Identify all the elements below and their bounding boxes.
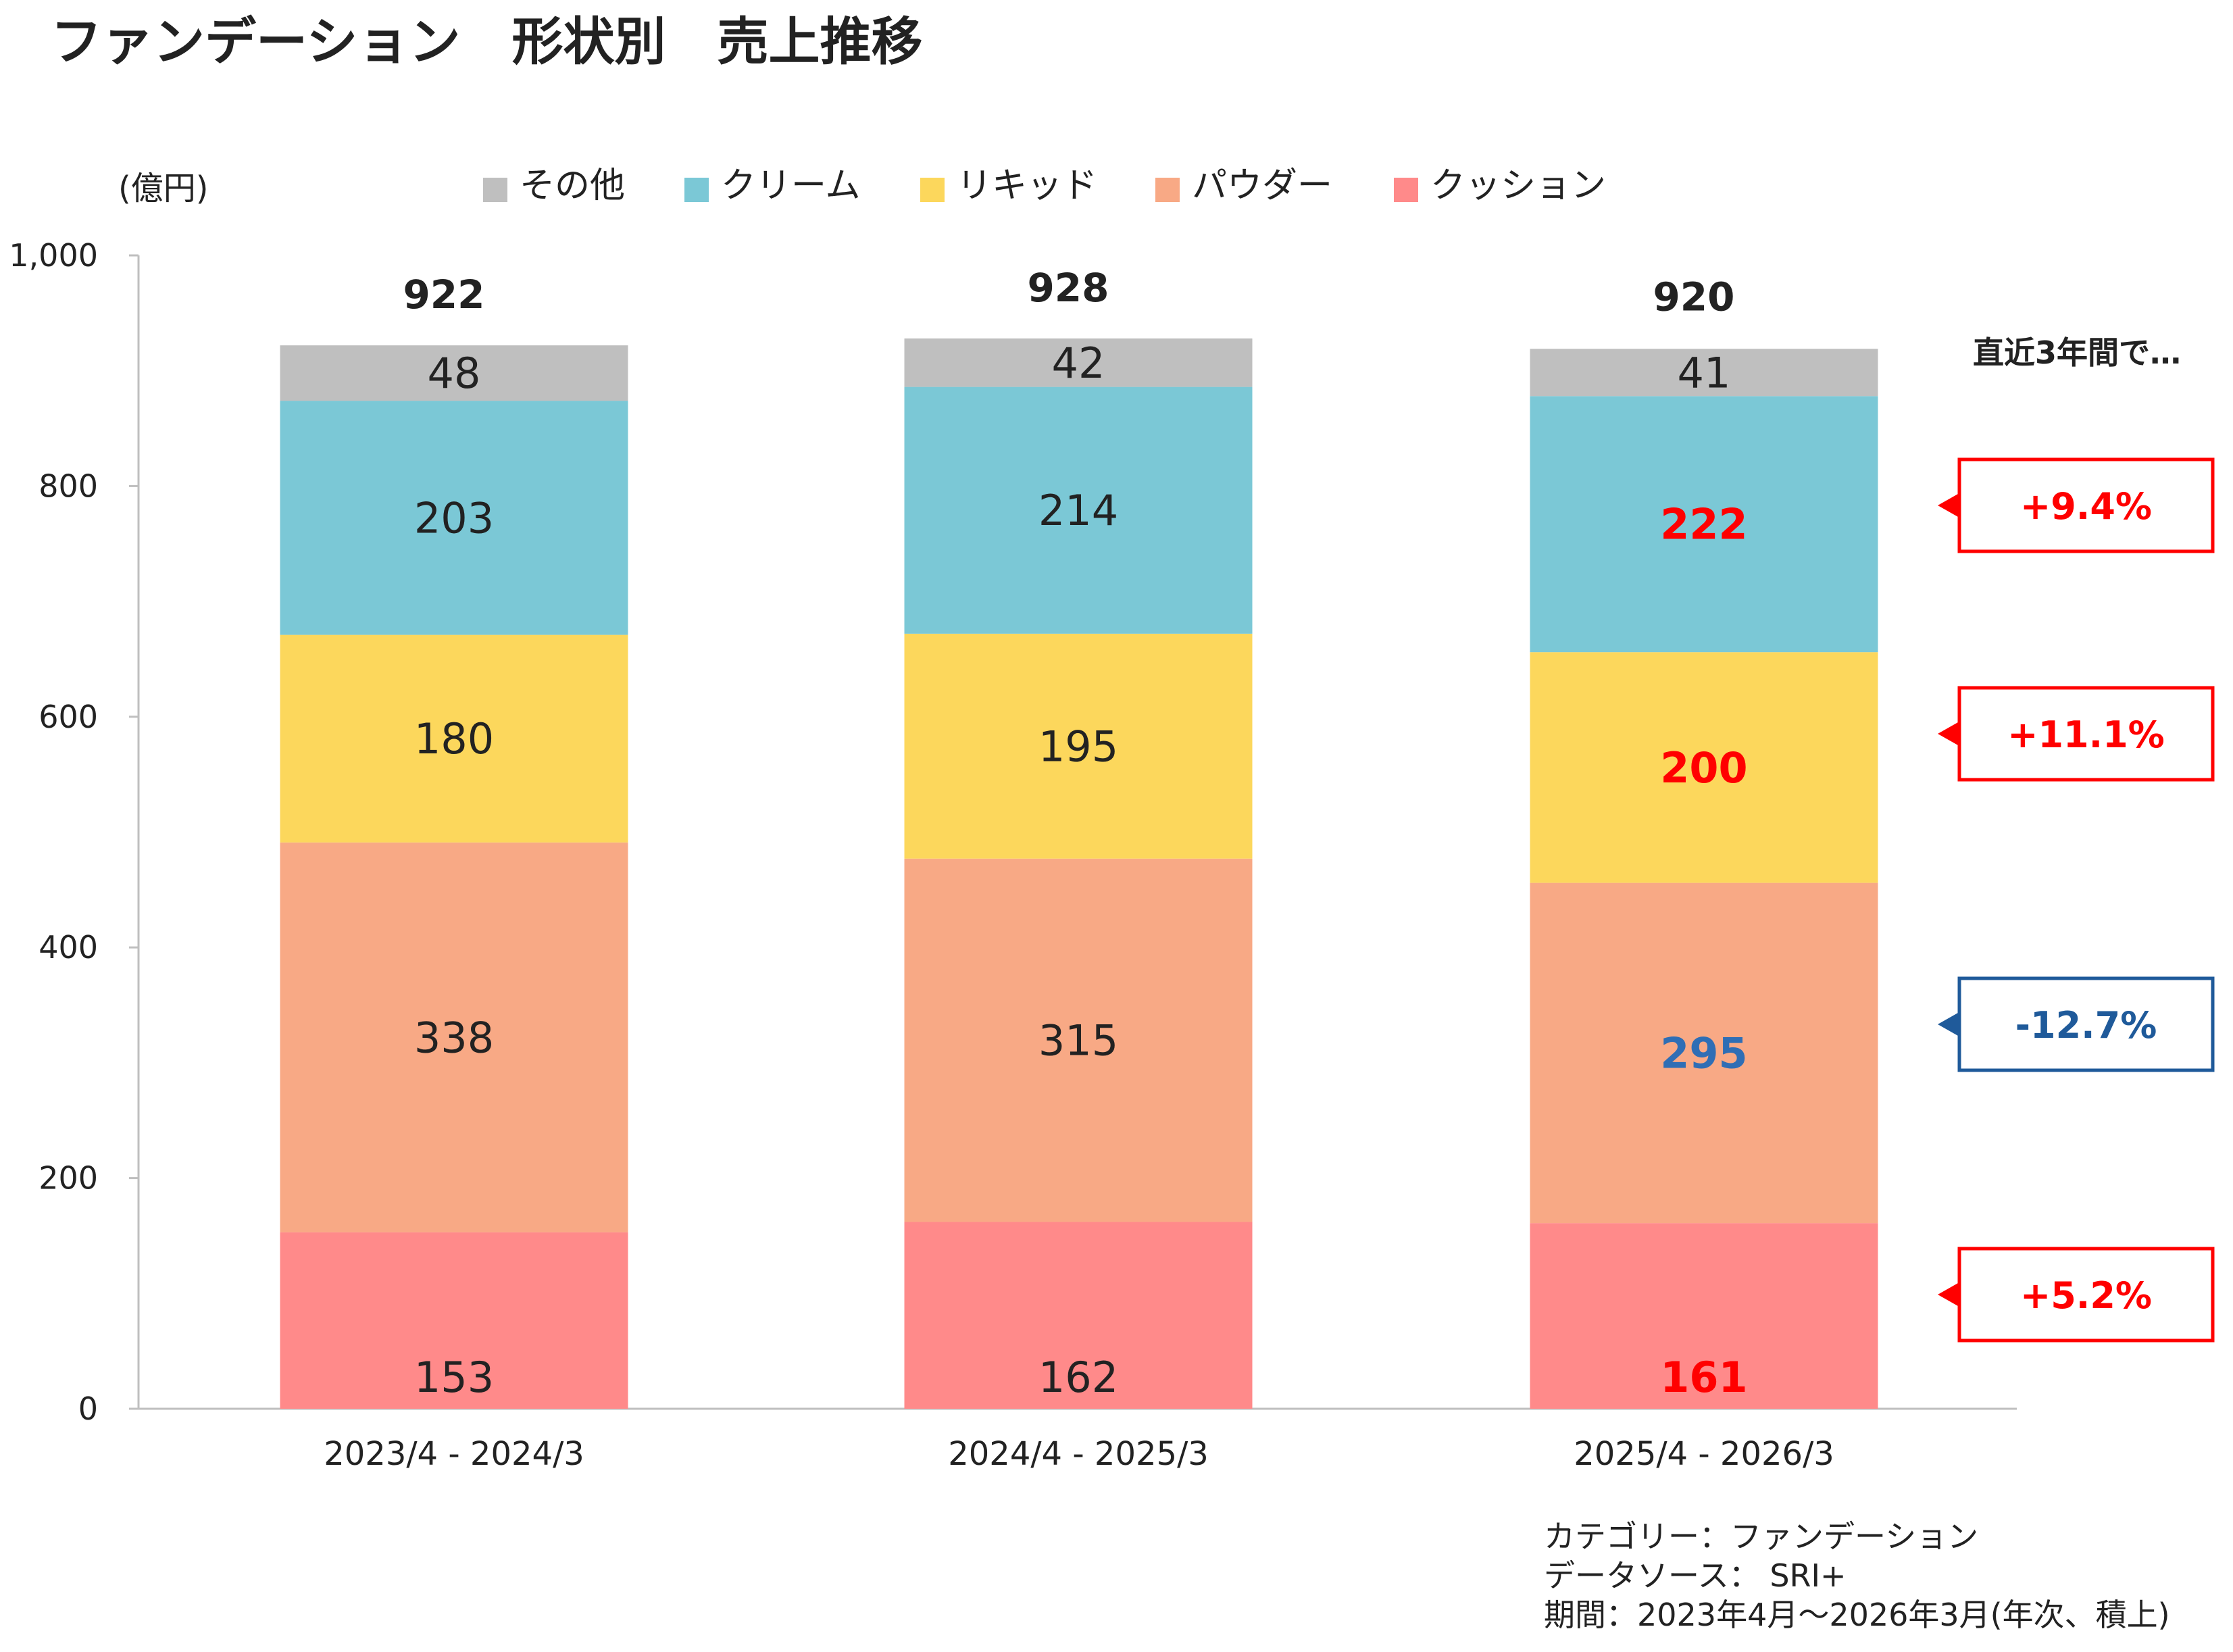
callout-pointer xyxy=(1938,1283,1958,1306)
legend-swatch xyxy=(1155,178,1180,202)
legend-label: クッション xyxy=(1430,166,1606,206)
legend-label: その他 xyxy=(520,166,625,206)
bar-segment xyxy=(1530,349,1878,397)
data-label: 41 xyxy=(1678,348,1731,397)
bar-segment xyxy=(904,633,1253,859)
axes: 0 200 400 600 800 1,000 2023/4 - 2024/3 2024/4 … xyxy=(9,237,2017,1473)
callout-pointer xyxy=(1938,494,1958,517)
chart-title: ファンデーション 形状別 売上推移 xyxy=(51,11,922,72)
callout-box xyxy=(1957,686,2215,782)
data-label: 315 xyxy=(1038,1016,1118,1066)
bar-segment xyxy=(904,858,1253,1222)
bar-segment xyxy=(280,1232,628,1409)
data-label: 200 xyxy=(1660,743,1747,793)
y-axis-label: (億円) xyxy=(118,170,208,207)
data-label: 338 xyxy=(414,1013,494,1062)
bar-segment xyxy=(1530,652,1878,883)
y-tick-label: 400 xyxy=(39,929,98,966)
footnote: カテゴリー：ファンデーション データソース： SRI+ 期間：2023年4月～2… xyxy=(1544,1517,2170,1634)
data-label: 42 xyxy=(1052,339,1105,388)
x-tick-label: 2025/4 - 2026/3 xyxy=(1574,1435,1834,1473)
total-label: 922 xyxy=(403,272,484,318)
total-label: 920 xyxy=(1653,274,1734,320)
y-tick-label: 0 xyxy=(78,1391,98,1427)
y-tick-label: 800 xyxy=(39,468,98,504)
callout-label: +11.1% xyxy=(2007,714,2165,756)
y-tick-label: 600 xyxy=(39,699,98,735)
bar-segment xyxy=(280,634,628,843)
legend-swatch xyxy=(684,178,709,202)
legend-swatch xyxy=(920,178,945,202)
footnote-period: 期間：2023年4月～2026年3月(年次、積上) xyxy=(1544,1597,2170,1633)
legend-swatch xyxy=(1394,178,1418,202)
bar-segment xyxy=(1530,882,1878,1224)
bar-segment xyxy=(1530,1223,1878,1409)
legend-label: リキッド xyxy=(957,166,1097,206)
callout-label: +5.2% xyxy=(2020,1274,2152,1317)
callout-pointer xyxy=(1938,722,1958,745)
callout-label: -12.7% xyxy=(2015,1004,2157,1047)
footnote-category: カテゴリー：ファンデーション xyxy=(1544,1518,1979,1555)
callout-pointer xyxy=(1938,1013,1958,1036)
data-label: 48 xyxy=(428,349,481,398)
legend-swatch xyxy=(483,178,507,202)
legend-label: クリーム xyxy=(721,166,860,206)
data-label: 161 xyxy=(1660,1353,1747,1402)
callout-box xyxy=(1957,1247,2215,1343)
bar-segment xyxy=(280,345,628,401)
data-label: 222 xyxy=(1660,500,1747,549)
data-label: 195 xyxy=(1038,722,1118,771)
legend-label: パウダー xyxy=(1192,166,1332,206)
bar-segment xyxy=(280,842,628,1232)
bar-segment xyxy=(904,386,1253,634)
callout-header: 直近3年間で… xyxy=(1973,334,2181,371)
data-label: 203 xyxy=(414,493,494,543)
y-tick-label: 1,000 xyxy=(9,237,98,274)
legend: その他 クリーム リキッド パウダー クッション xyxy=(483,166,1606,206)
callout-box xyxy=(1957,457,2215,553)
data-label: 180 xyxy=(414,714,494,764)
bars: 153 338 180 203 48 922 162 315 195 214 42 928 161 295… xyxy=(280,265,1878,1409)
footnote-source: データソース： SRI+ xyxy=(1544,1557,1847,1594)
y-tick-label: 200 xyxy=(39,1160,98,1197)
bar-segment xyxy=(904,1222,1253,1409)
callout-label: +9.4% xyxy=(2020,485,2152,528)
callouts: 直近3年間で… +9.4% +11.1% -12.7% +5.2% xyxy=(1938,334,2215,1343)
bar-segment xyxy=(904,338,1253,387)
callout-box xyxy=(1957,976,2215,1072)
x-tick-label: 2024/4 - 2025/3 xyxy=(948,1435,1209,1473)
x-tick-label: 2023/4 - 2024/3 xyxy=(324,1435,584,1473)
data-label: 162 xyxy=(1038,1353,1118,1402)
data-label: 153 xyxy=(414,1353,494,1402)
bar-segment xyxy=(280,401,628,635)
total-label: 928 xyxy=(1027,265,1109,311)
data-label: 214 xyxy=(1038,486,1118,535)
bar-segment xyxy=(1530,396,1878,653)
data-label: 295 xyxy=(1660,1028,1747,1078)
